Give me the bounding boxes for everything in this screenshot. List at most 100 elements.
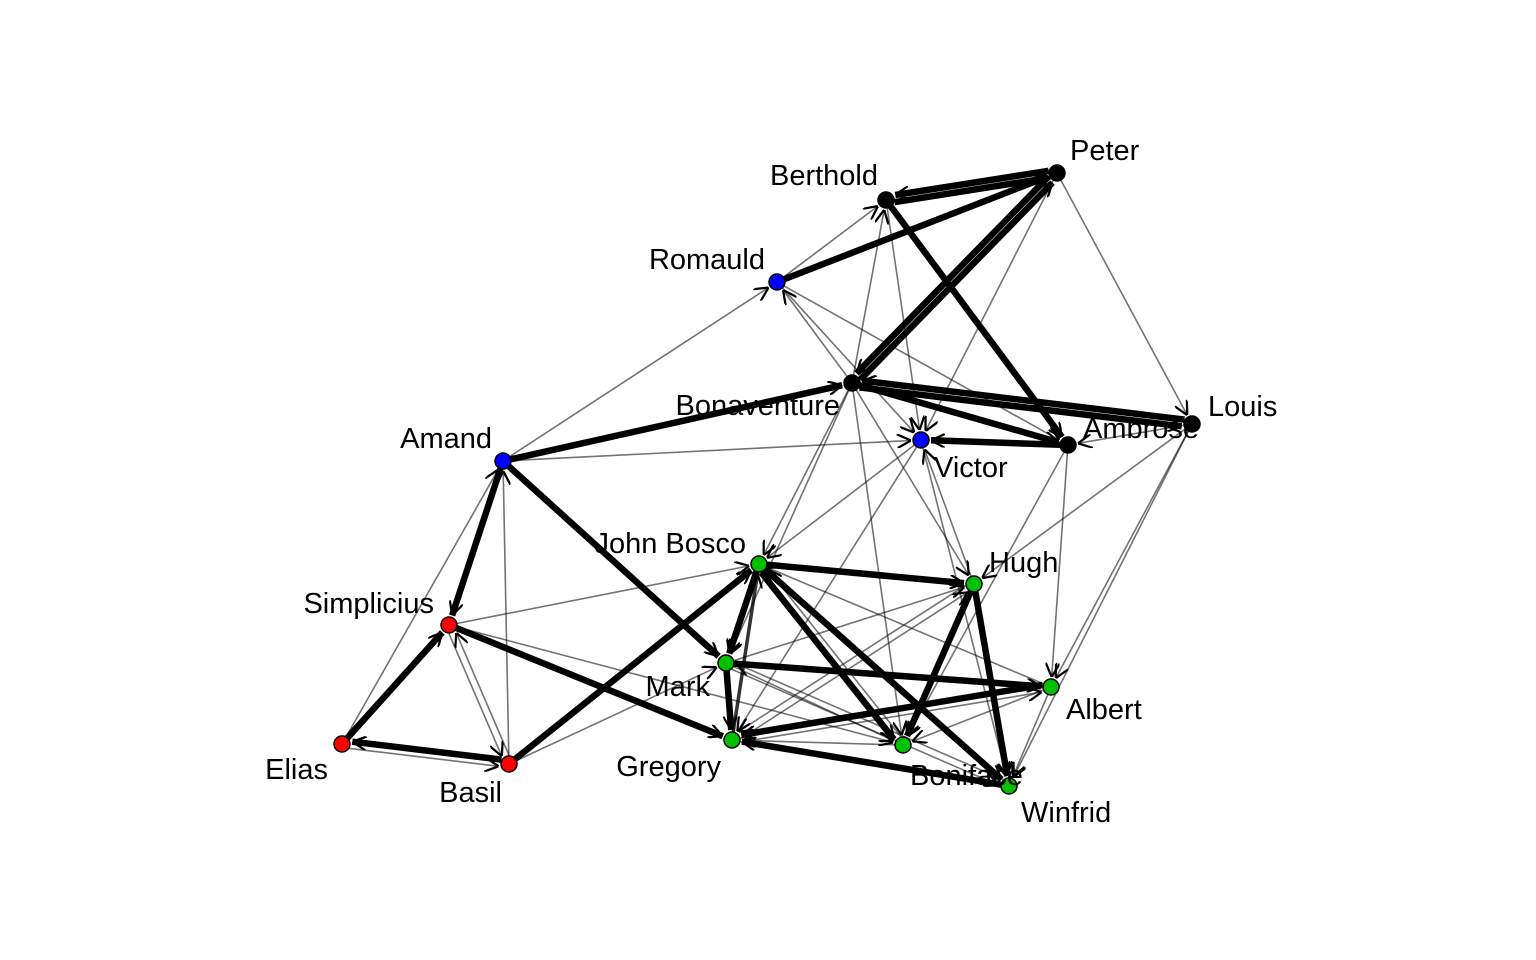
node-label-Amand: Amand xyxy=(400,423,492,455)
node-label-Romauld: Romauld xyxy=(649,244,765,276)
edge-Bonaventure-to-Mark xyxy=(730,389,850,654)
node-Peter xyxy=(1048,164,1066,182)
node-Victor xyxy=(912,431,930,449)
edge-Romauld-to-Berthold xyxy=(782,206,878,278)
edge-Mark-to-Hugh xyxy=(733,587,965,662)
node-Bonaventure xyxy=(843,374,861,392)
edge-Louis-to-Bonaventure xyxy=(862,381,1185,423)
edge-Hugh-to-Winfrid xyxy=(972,591,1007,776)
edge-Simplicius-to-JohnBosco xyxy=(456,566,749,625)
edge-Hugh-to-Gregory xyxy=(739,584,966,731)
edge-Bonaventure-to-Hugh xyxy=(855,389,969,576)
edge-Berthold-to-Victor xyxy=(886,207,919,430)
edge-Gregory-to-Albert xyxy=(740,692,1042,743)
node-Amand xyxy=(494,452,512,470)
edge-Basil-to-JohnBosco xyxy=(513,567,754,762)
node-Elias xyxy=(333,735,351,753)
node-Hugh xyxy=(965,575,983,593)
node-label-Bonaventure: Bonaventure xyxy=(676,390,840,422)
edge-Romauld-to-Peter xyxy=(783,173,1048,283)
edge-Winfrid-to-Gregory xyxy=(742,742,1002,788)
nodes-layer xyxy=(333,164,1201,795)
edge-Basil-to-Simplicius xyxy=(456,633,510,756)
edge-Louis-to-Hugh xyxy=(982,428,1187,578)
edge-Romauld-to-Ambrose xyxy=(783,285,1059,440)
node-Mark xyxy=(717,654,735,672)
edge-Louis-to-Ambrose xyxy=(1078,424,1185,443)
node-label-Louis: Louis xyxy=(1208,391,1277,423)
edge-Peter-to-Victor xyxy=(926,179,1055,431)
edge-Ambrose-to-Albert xyxy=(1052,452,1069,677)
edge-Simplicius-to-Boniface xyxy=(456,626,894,742)
edge-Mark-to-Boniface xyxy=(732,665,894,740)
node-label-Victor: Victor xyxy=(934,452,1008,484)
edge-Romauld-to-Victor xyxy=(781,287,914,433)
edge-Bonaventure-to-Boniface xyxy=(852,390,902,735)
edge-Albert-to-JohnBosco xyxy=(768,568,1044,685)
edge-Amand-to-Romauld xyxy=(509,288,769,458)
edge-Basil-to-Elias xyxy=(352,742,502,763)
node-label-JohnBosco: John Bosco xyxy=(594,528,746,560)
edge-Bonaventure-to-JohnBosco xyxy=(764,389,850,555)
edge-Amand-to-Mark xyxy=(506,463,721,659)
node-label-Simplicius: Simplicius xyxy=(303,588,434,620)
edge-Gregory-to-Hugh xyxy=(740,592,968,740)
node-Gregory xyxy=(723,731,741,749)
node-Basil xyxy=(500,755,518,773)
edge-Victor-to-Winfrid xyxy=(922,447,1007,777)
node-label-Boniface: Boniface xyxy=(910,760,1023,792)
node-label-Winfrid: Winfrid xyxy=(1021,797,1111,829)
edge-Hugh-to-Victor xyxy=(925,449,972,577)
node-label-Albert: Albert xyxy=(1066,694,1142,726)
node-Berthold xyxy=(877,191,895,209)
edges-layer xyxy=(344,167,1190,788)
node-Albert xyxy=(1042,678,1060,696)
edge-Simplicius-to-Basil xyxy=(448,633,502,757)
edge-Albert-to-Boniface xyxy=(912,689,1044,742)
edge-Basil-to-Amand xyxy=(503,471,509,757)
node-Winfrid xyxy=(1000,777,1018,795)
edge-Basil-to-Mark xyxy=(515,667,717,762)
node-Boniface xyxy=(894,736,912,754)
edge-Victor-to-Gregory xyxy=(737,446,918,732)
node-label-Mark: Mark xyxy=(646,671,711,703)
edge-Berthold-to-Peter xyxy=(893,178,1047,206)
edge-Boniface-to-Gregory xyxy=(742,740,896,745)
edge-Peter-to-Berthold xyxy=(895,167,1050,195)
edge-Elias-to-Simplicius xyxy=(344,630,445,741)
node-Simplicius xyxy=(440,616,458,634)
edge-Amand-to-Bonaventure xyxy=(510,385,842,463)
node-label-Berthold: Berthold xyxy=(770,160,878,192)
node-label-Ambrose: Ambrose xyxy=(1083,413,1199,445)
edge-Albert-to-Winfrid xyxy=(1013,694,1049,776)
edge-Peter-to-Louis xyxy=(1060,179,1188,415)
edge-Mark-to-Gregory xyxy=(727,670,732,730)
edge-Bonaventure-to-Ambrose xyxy=(858,382,1059,442)
node-label-Basil: Basil xyxy=(439,777,502,809)
edge-Hugh-to-Boniface xyxy=(904,589,974,736)
node-Ambrose xyxy=(1059,436,1077,454)
labels-layer: Peter Berthold Romauld Bonaventure Louis Ambr… xyxy=(265,135,1277,829)
node-JohnBosco xyxy=(750,555,768,573)
edge-Louis-to-Albert xyxy=(1056,430,1189,678)
edge-Louis-to-Winfrid xyxy=(1014,430,1190,777)
edge-Bonaventure-to-Berthold xyxy=(852,210,885,376)
edge-Peter-to-Bonaventure xyxy=(854,174,1052,376)
edge-Elias-to-Amand xyxy=(345,470,498,738)
node-label-Elias: Elias xyxy=(265,754,328,786)
edge-Bonaventure-to-Louis xyxy=(859,384,1182,426)
edge-Ambrose-to-Victor xyxy=(931,440,1061,448)
edge-Winfrid-to-Mark xyxy=(737,664,1004,781)
edge-JohnBosco-to-Hugh xyxy=(766,561,964,583)
edge-Simplicius-to-Gregory xyxy=(455,624,722,740)
edge-Ambrose-to-Boniface xyxy=(908,451,1065,736)
node-label-Peter: Peter xyxy=(1070,135,1140,167)
node-Romauld xyxy=(768,273,786,291)
node-Louis xyxy=(1183,415,1201,433)
edge-Amand-to-Victor xyxy=(510,441,911,462)
edge-Elias-to-Basil xyxy=(349,747,499,766)
node-label-Gregory: Gregory xyxy=(616,751,721,783)
edge-Bonaventure-to-Romauld xyxy=(783,290,848,378)
edge-Victor-to-JohnBosco xyxy=(767,444,916,558)
